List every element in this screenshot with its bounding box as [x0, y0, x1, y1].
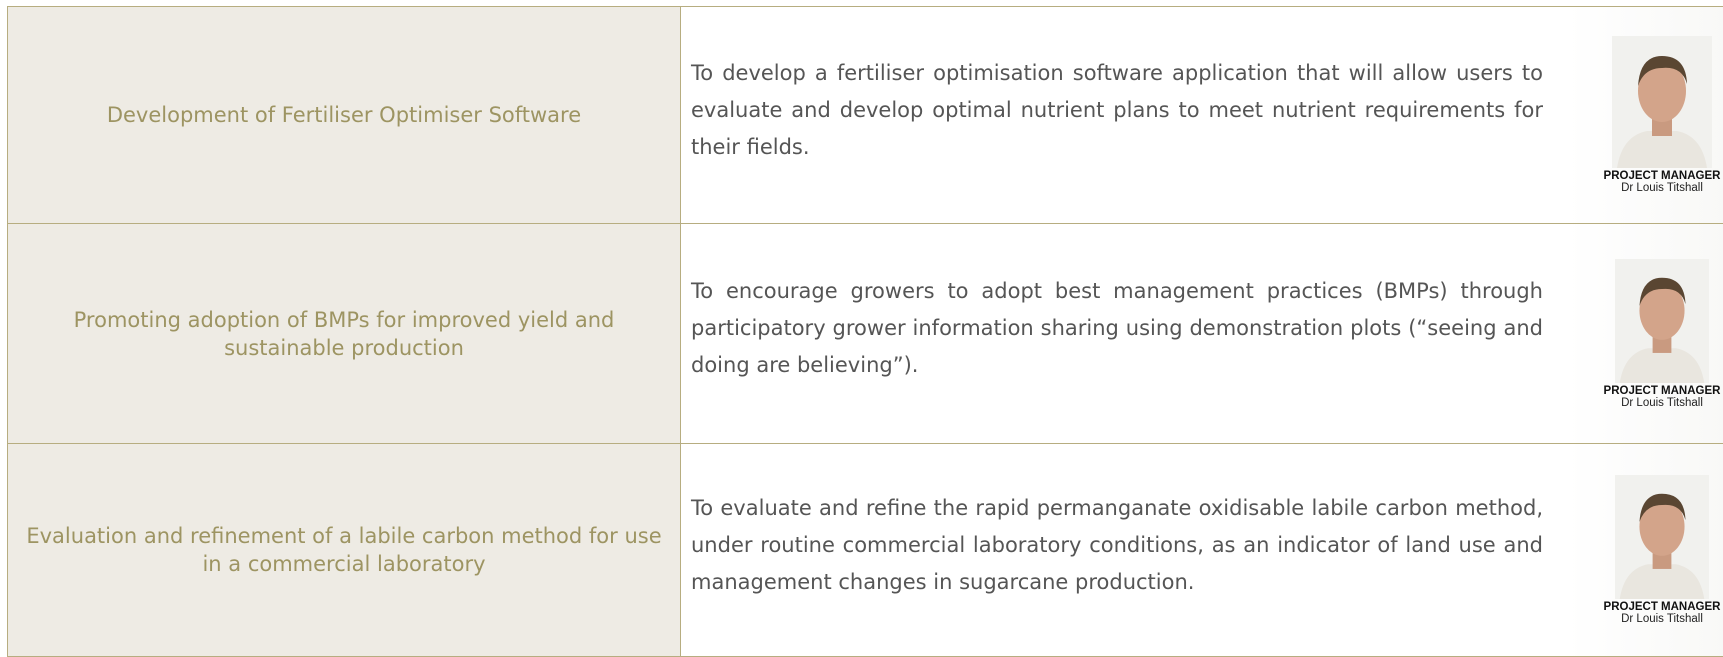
project-title: Development of Fertiliser Optimiser Soft… — [7, 6, 681, 224]
project-title: Promoting adoption of BMPs for improved … — [7, 223, 681, 444]
project-description: To develop a fertiliser optimisation sof… — [680, 6, 1567, 224]
project-title: Evaluation and refinement of a labile ca… — [7, 443, 681, 657]
manager-role: PROJECT MANAGER — [1603, 170, 1721, 182]
manager-photo — [1612, 36, 1712, 168]
manager-name: Dr Louis Titshall — [1621, 396, 1703, 409]
manager-photo — [1615, 475, 1709, 599]
projects-table: Development of Fertiliser Optimiser Soft… — [7, 6, 1723, 657]
manager-role: PROJECT MANAGER — [1603, 384, 1721, 397]
manager-card: PROJECT MANAGER Dr Louis Titshall — [1567, 223, 1723, 444]
manager-card: PROJECT MANAGER Dr Louis Titshall — [1567, 6, 1723, 224]
row: Development of Fertiliser Optimiser Soft… — [7, 6, 1723, 224]
project-description: To evaluate and refine the rapid permang… — [680, 443, 1567, 657]
project-description: To encourage growers to adopt best manag… — [680, 223, 1567, 444]
manager-photo — [1615, 258, 1709, 383]
row: Evaluation and refinement of a labile ca… — [7, 443, 1723, 657]
manager-card: PROJECT MANAGER Dr Louis Titshall — [1567, 443, 1723, 657]
manager-role: PROJECT MANAGER — [1603, 601, 1721, 613]
row: Promoting adoption of BMPs for improved … — [7, 223, 1723, 444]
manager-name: Dr Louis Titshall — [1621, 182, 1703, 194]
manager-name: Dr Louis Titshall — [1621, 613, 1703, 625]
